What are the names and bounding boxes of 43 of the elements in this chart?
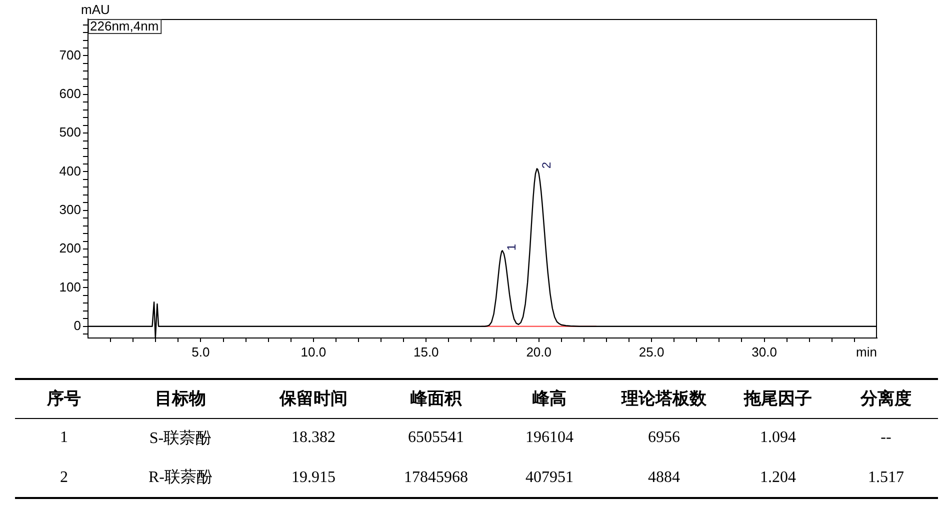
text: 6956: [647, 428, 681, 448]
text: --: [880, 428, 892, 448]
y-tick-label: 200: [59, 240, 81, 256]
text: 6505541: [407, 428, 465, 448]
category-label: 序号: [15, 379, 113, 418]
y-tick-label: 100: [59, 279, 81, 294]
text: 1.517: [867, 468, 905, 488]
text: 196104: [524, 428, 574, 448]
y-tick-label: 600: [59, 86, 81, 101]
category-label: 理论塔板数: [606, 379, 722, 418]
x-tick-label: 10.0: [300, 344, 326, 360]
text: 4884: [647, 468, 681, 488]
text: 407951: [524, 468, 574, 488]
text: 1.204: [759, 468, 797, 488]
text: 1.094: [759, 428, 797, 448]
x-tick-label: 25.0: [638, 344, 664, 360]
category-label: 拖尾因子: [722, 379, 834, 418]
y-tick-label: 400: [59, 163, 81, 178]
category-label: 保留时间: [248, 379, 379, 418]
x-tick-label: 20.0: [526, 344, 552, 360]
text: 19.915: [290, 468, 336, 488]
y-tick-label: 500: [59, 124, 81, 140]
text: R-联萘酚: [148, 468, 214, 488]
x-tick-label: 5.0: [192, 344, 210, 360]
y-tick-label: 700: [59, 47, 81, 62]
annotation: 2: [539, 162, 554, 169]
y-tick-label: 0: [74, 318, 81, 333]
annotation: 1: [504, 244, 519, 251]
category-label: 峰面积: [379, 379, 493, 418]
text: 17845968: [403, 468, 469, 488]
text: S-联萘酚: [148, 428, 213, 449]
text: 1: [59, 428, 69, 448]
annotation: 226nm,4nm: [90, 18, 159, 34]
y-tick-label: 300: [59, 202, 81, 217]
x-tick-label: 30.0: [752, 344, 777, 360]
category-label: 峰高: [493, 379, 606, 418]
text: 18.382: [290, 428, 336, 448]
y-axis-title: mAU: [81, 2, 110, 18]
text: 2: [59, 468, 69, 488]
x-tick-label: 15.0: [413, 344, 439, 360]
category-label: 分离度: [834, 379, 938, 418]
x-axis-title: min: [856, 344, 877, 360]
category-label: 目标物: [113, 379, 248, 418]
